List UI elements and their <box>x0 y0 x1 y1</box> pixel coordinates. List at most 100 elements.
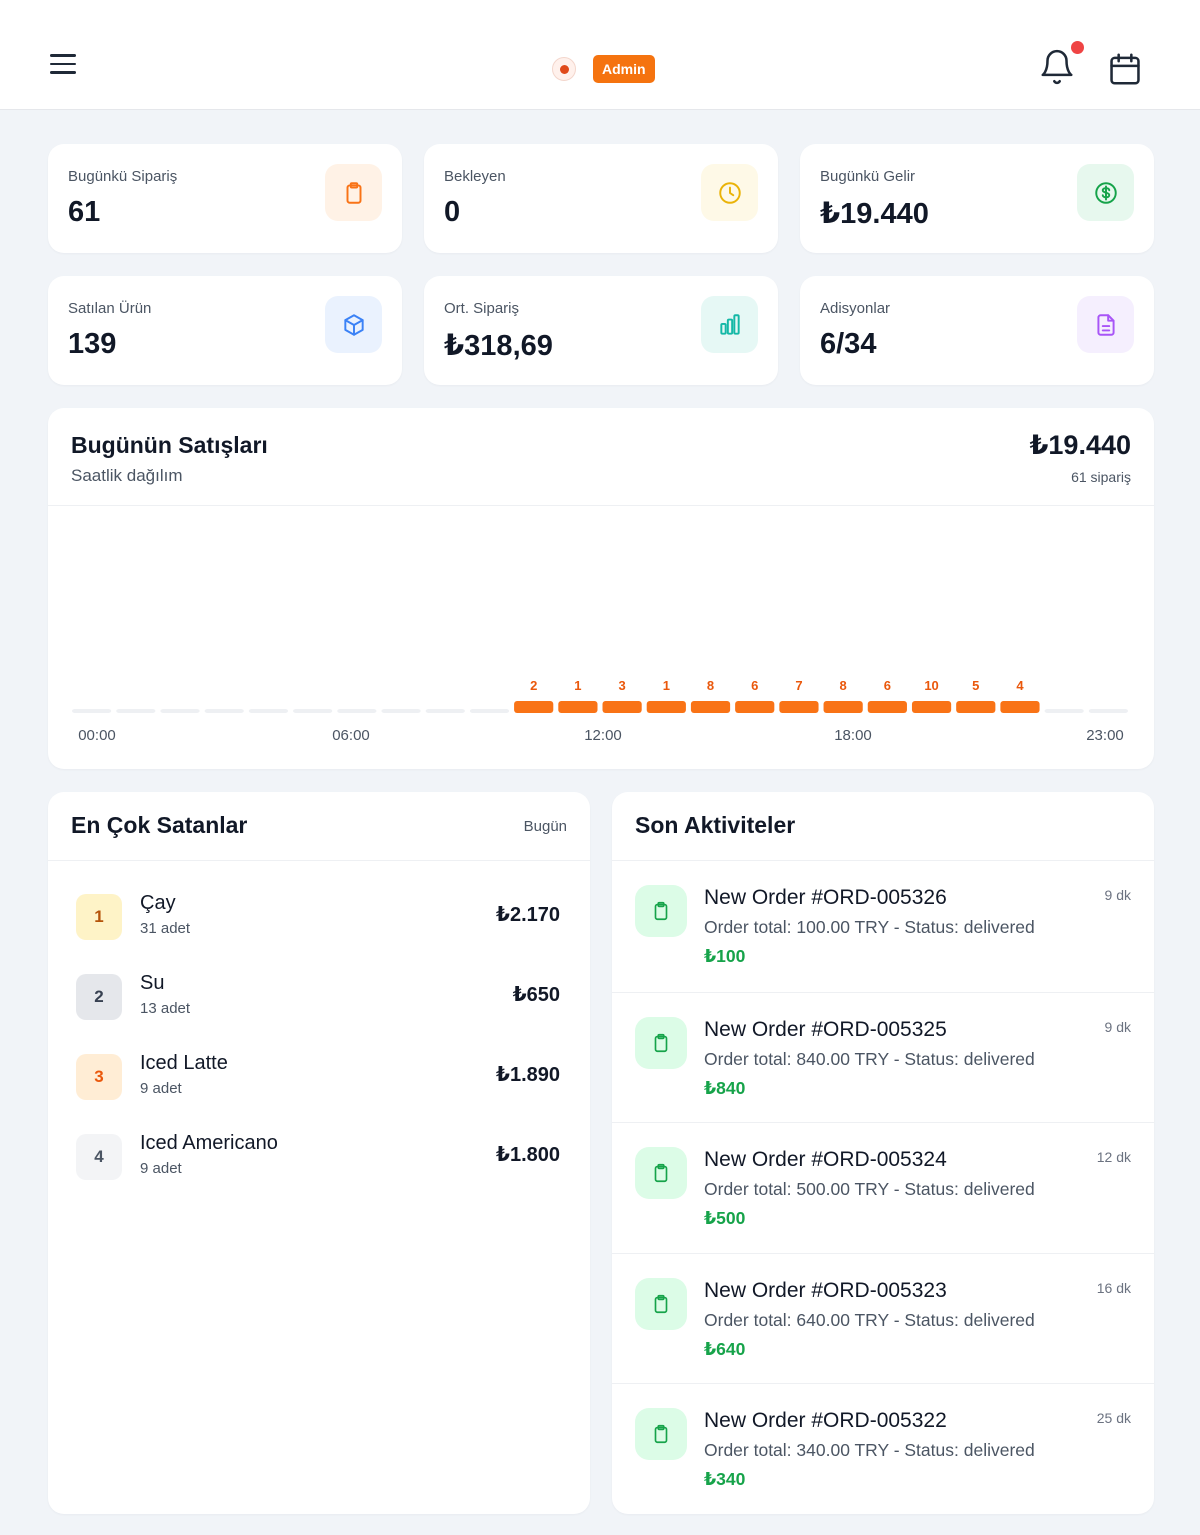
stat-label: Adisyonlar <box>820 300 891 317</box>
activity-item[interactable]: New Order #ORD-005323 Order total: 640.00… <box>612 1252 1154 1384</box>
activity-time: 12 dk <box>1096 1149 1131 1165</box>
clock-icon <box>701 164 758 221</box>
stat-label: Satılan Ürün <box>68 300 152 317</box>
menu-icon[interactable] <box>50 54 80 84</box>
activity-time: 16 dk <box>1096 1279 1131 1296</box>
stat-card: Bugünkü Sipariş 61 <box>48 144 402 253</box>
activity-amount: ₺840 <box>704 1077 746 1098</box>
activity-title: New Order #ORD-005325 <box>704 1017 947 1041</box>
calendar-icon[interactable] <box>1106 50 1146 90</box>
activity-item[interactable]: New Order #ORD-005326 Order total: 100.00… <box>612 861 1154 992</box>
product-quantity: 13 adet <box>140 1000 191 1017</box>
stat-value: ₺19.440 <box>820 198 929 230</box>
top-seller-row: 1 Çay 31 adet ₺2.170 <box>76 892 562 952</box>
stat-card: Ort. Sipariş ₺318,69 <box>424 276 778 385</box>
chart-subtitle: Saatlik dağılım <box>71 466 183 485</box>
chart-bar-empty <box>160 709 200 713</box>
chart-bar-empty <box>72 709 112 713</box>
activity-title: New Order #ORD-005322 <box>704 1409 947 1432</box>
hourly-sales-chart: 2 1 3 1 8 6 7 8 6 10 5 4 00:00 06:00 12:00 18:00 23:00 <box>72 678 1128 744</box>
chart-bar-empty <box>1044 709 1084 713</box>
stat-value: ₺318,69 <box>444 330 553 362</box>
stat-card: Satılan Ürün 139 <box>48 276 402 385</box>
chart-bar-empty <box>293 709 333 713</box>
role-badge: Admin <box>593 55 655 83</box>
stat-label: Bekleyen <box>444 168 506 185</box>
activity-item[interactable]: New Order #ORD-005322 Order total: 340.00… <box>612 1383 1154 1514</box>
product-amount: ₺1.890 <box>496 1064 560 1086</box>
chart-data-label: 6 <box>751 678 758 693</box>
chart-tick-label: 12:00 <box>584 727 622 744</box>
chart-data-label: 8 <box>840 678 847 693</box>
chart-data-label: 5 <box>972 678 979 693</box>
product-amount: ₺2.170 <box>496 904 560 926</box>
chart-data-label: 4 <box>1016 678 1024 693</box>
activity-title: New Order #ORD-005326 <box>704 886 947 909</box>
top-sellers-period: Bugün <box>523 818 567 835</box>
product-quantity: 9 adet <box>140 1080 182 1097</box>
activity-time: 25 dk <box>1096 1410 1131 1426</box>
chart-bar <box>690 701 731 713</box>
activities-card: Son Aktiviteler New Order #ORD-005326 Ord… <box>612 792 1154 1514</box>
top-seller-row: 2 Su 13 adet ₺650 <box>76 972 562 1032</box>
clipboard-icon <box>635 1147 687 1199</box>
chart-bar <box>735 701 775 713</box>
chart-bar <box>514 701 554 713</box>
chart-data-label: 2 <box>530 678 537 693</box>
chart-bar <box>956 701 996 713</box>
chart-bar-empty <box>381 709 421 713</box>
chart-bar-empty <box>469 709 510 713</box>
stat-label: Bugünkü Gelir <box>820 168 916 185</box>
divider <box>48 860 590 861</box>
activity-item[interactable]: New Order #ORD-005324 Order total: 500.00… <box>612 1122 1154 1253</box>
chart-bar <box>558 701 598 713</box>
stat-card: Bekleyen 0 <box>424 144 778 253</box>
bell-icon[interactable] <box>1038 41 1084 88</box>
clipboard-icon <box>635 1277 687 1330</box>
chart-bar <box>602 701 642 713</box>
chart-tick-label: 23:00 <box>1086 727 1124 744</box>
bar-chart-icon <box>701 296 758 353</box>
activity-time: 9 dk <box>1104 887 1131 903</box>
product-name: Iced Americano <box>140 1132 278 1154</box>
chart-tick-label: 18:00 <box>834 727 872 744</box>
chart-data-label: 6 <box>884 678 891 693</box>
activity-amount: ₺100 <box>704 946 746 966</box>
product-name: Su <box>140 972 165 994</box>
product-amount: ₺650 <box>512 984 560 1006</box>
product-amount: ₺1.800 <box>496 1144 560 1166</box>
activity-title: New Order #ORD-005323 <box>704 1278 947 1302</box>
box-icon <box>325 296 382 353</box>
activity-description: Order total: 640.00 TRY - Status: delive… <box>704 1309 1035 1330</box>
activity-amount: ₺340 <box>704 1469 746 1489</box>
product-quantity: 31 adet <box>140 920 191 937</box>
chart-bar-empty <box>425 709 465 713</box>
rank-badge: 2 <box>76 974 122 1020</box>
chart-bar <box>823 701 863 713</box>
chart-bar <box>646 701 686 713</box>
top-sellers-title: En Çok Satanlar <box>71 812 248 838</box>
activity-description: Order total: 840.00 TRY - Status: delive… <box>704 1048 1035 1069</box>
stat-card: Bugünkü Gelir ₺19.440 <box>800 144 1154 253</box>
chart-tick-label: 06:00 <box>332 727 370 744</box>
stat-value: 61 <box>68 196 101 228</box>
stat-card: Adisyonlar 6/34 <box>800 276 1154 385</box>
chart-data-label: 1 <box>663 678 670 693</box>
chart-bar <box>779 701 819 713</box>
clipboard-icon <box>325 164 382 221</box>
chart-bar <box>867 701 907 713</box>
chart-bar <box>911 701 952 713</box>
live-indicator-icon <box>552 57 576 81</box>
dollar-icon <box>1077 164 1134 221</box>
stat-label: Bugünkü Sipariş <box>68 168 178 185</box>
chart-bar-empty <box>248 709 289 713</box>
chart-bar-empty <box>204 709 244 713</box>
chart-bar-empty <box>116 709 156 713</box>
rank-badge: 4 <box>76 1134 122 1180</box>
activity-amount: ₺640 <box>704 1338 746 1359</box>
rank-badge: 3 <box>76 1054 122 1100</box>
chart-order-count: 61 sipariş <box>1071 469 1131 485</box>
chart-data-label: 7 <box>795 678 802 693</box>
notification-dot <box>1071 41 1084 54</box>
activity-item[interactable]: New Order #ORD-005325 Order total: 840.00… <box>612 991 1154 1123</box>
